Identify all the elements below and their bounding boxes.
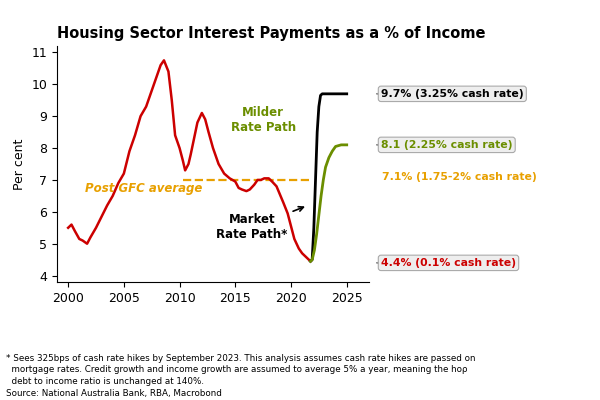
- Text: 9.7% (3.25% cash rate): 9.7% (3.25% cash rate): [381, 89, 524, 99]
- Y-axis label: Per cent: Per cent: [13, 138, 26, 190]
- Text: 4.4% (0.1% cash rate): 4.4% (0.1% cash rate): [381, 258, 516, 268]
- Text: Milder
Rate Path: Milder Rate Path: [230, 106, 296, 134]
- Text: Post GFC average: Post GFC average: [85, 182, 202, 195]
- Text: Housing Sector Interest Payments as a % of Income: Housing Sector Interest Payments as a % …: [57, 26, 485, 41]
- Text: 7.1% (1.75-2% cash rate): 7.1% (1.75-2% cash rate): [382, 172, 536, 182]
- Text: 8.1 (2.25% cash rate): 8.1 (2.25% cash rate): [381, 140, 512, 150]
- Text: Market
Rate Path*: Market Rate Path*: [217, 207, 304, 242]
- Text: * Sees 325bps of cash rate hikes by September 2023. This analysis assumes cash r: * Sees 325bps of cash rate hikes by Sept…: [6, 354, 476, 398]
